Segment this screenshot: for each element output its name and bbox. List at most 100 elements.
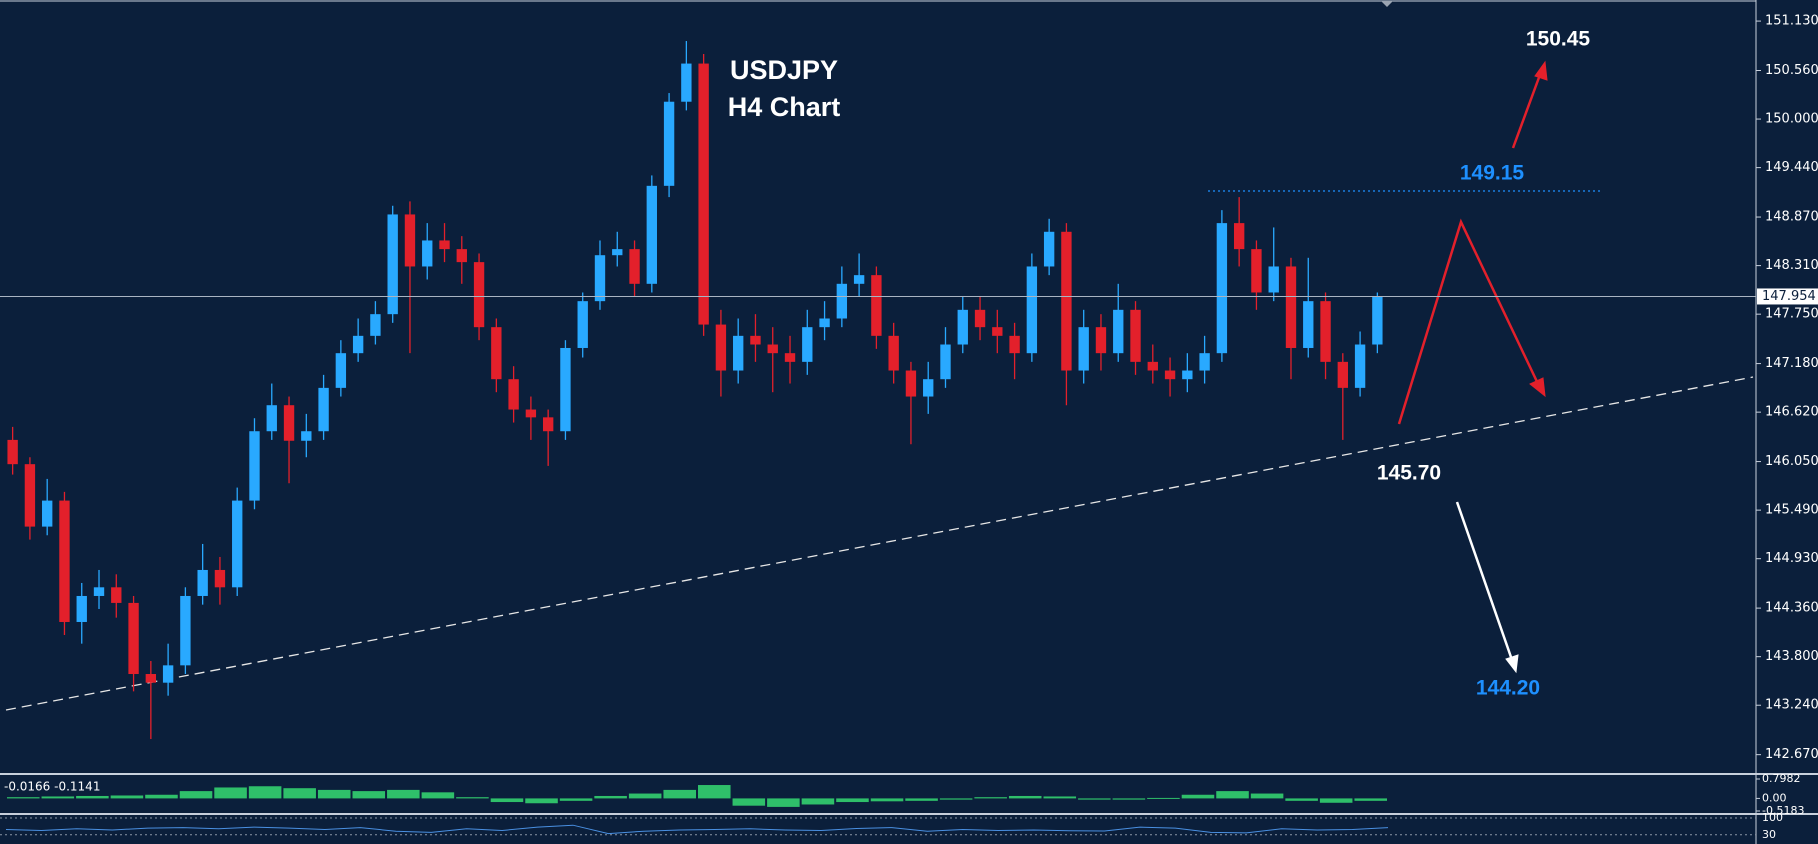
candle-body — [646, 185, 657, 284]
candle-body — [715, 324, 727, 371]
y-tick-label: 150.000 — [1765, 112, 1818, 127]
macd-bar — [732, 798, 766, 806]
arrow-down — [1455, 501, 1514, 661]
arrow-head — [1534, 60, 1548, 81]
candle-body — [1113, 309, 1124, 354]
candle-body — [491, 327, 502, 380]
candle-body — [1095, 327, 1107, 354]
annotation: 144.20 — [1476, 677, 1540, 700]
candle-body — [93, 587, 105, 596]
macd-bar — [836, 798, 869, 803]
candle-body — [940, 344, 951, 380]
macd-bar — [110, 795, 144, 799]
candle-body — [1337, 361, 1348, 388]
candle-body — [404, 214, 416, 267]
candle-body — [1009, 335, 1020, 354]
macd-bar — [1216, 791, 1249, 799]
candle-body — [923, 379, 934, 397]
candle-body — [214, 569, 226, 588]
candle-body — [473, 262, 485, 328]
candle-body — [145, 674, 157, 683]
macd-bar — [387, 789, 420, 799]
y-tick-label: 146.620 — [1765, 405, 1818, 420]
candle-body — [232, 500, 243, 588]
candle-body — [1130, 309, 1141, 362]
candle-body — [266, 405, 277, 432]
macd-bar — [1112, 798, 1146, 800]
macd-bar — [317, 789, 351, 799]
arrow-up — [1511, 71, 1543, 149]
y-tick-label: 148.310 — [1765, 258, 1818, 273]
macd-bar — [7, 797, 40, 799]
macd-bar — [974, 797, 1007, 799]
macd-bar — [905, 798, 938, 801]
y-tick-label: 146.050 — [1765, 454, 1818, 469]
candle-body — [301, 431, 312, 441]
candle-body — [802, 327, 813, 362]
candle-body — [629, 249, 640, 284]
candle-body — [888, 335, 899, 371]
chart-subtitle: H4 Chart — [728, 92, 841, 122]
candle-body — [663, 101, 675, 186]
arrow-head — [1529, 377, 1546, 398]
candle-body — [111, 587, 122, 603]
candle-body — [784, 353, 796, 362]
chart-title: USDJPY — [730, 55, 838, 85]
y-tick-label: 144.360 — [1765, 601, 1818, 616]
trend-line — [5, 376, 1754, 711]
macd-bar — [283, 788, 316, 799]
macd-bar — [939, 798, 973, 800]
candle-body — [560, 347, 571, 432]
current-price-label: 147.954 — [1762, 289, 1816, 304]
y-tick-label: 150.560 — [1765, 63, 1818, 78]
macd-bar — [214, 787, 247, 799]
macd-bar — [248, 786, 282, 799]
candle-body — [1147, 361, 1158, 371]
macd-bar — [1043, 796, 1077, 799]
candle-body — [612, 249, 623, 256]
macd-bar — [1285, 798, 1318, 801]
candle-body — [1164, 370, 1176, 380]
macd-bar — [490, 798, 524, 803]
candle-body — [197, 569, 208, 596]
candle-body — [1285, 266, 1297, 348]
candle-body — [1233, 223, 1245, 250]
macd-bar — [663, 789, 696, 799]
macd-bar — [1181, 794, 1215, 799]
macd-bar — [1354, 798, 1387, 801]
y-tick-label: 151.130 — [1765, 14, 1818, 29]
macd-bar — [456, 797, 489, 799]
candle-body — [1303, 301, 1314, 348]
annotation: 150.45 — [1526, 28, 1591, 51]
rsi-tick-label: 100 — [1762, 811, 1783, 824]
candle-body — [283, 405, 295, 441]
macd-label: -0.0166 -0.1141 — [4, 780, 100, 794]
candle-body — [1078, 327, 1089, 371]
rsi-line — [5, 824, 1389, 835]
macd-bar — [145, 794, 178, 799]
candle-body — [180, 595, 191, 666]
candle-body — [249, 431, 260, 501]
candle-body — [1268, 266, 1279, 293]
macd-tick-label: -0.5183 — [1762, 804, 1804, 817]
candle-body — [42, 500, 53, 527]
candle-body — [1026, 266, 1038, 354]
candle-body — [1320, 301, 1331, 362]
candle-body — [1354, 344, 1366, 388]
y-tick-label: 145.490 — [1765, 503, 1818, 518]
macd-bar — [1147, 797, 1180, 799]
annotation: 145.70 — [1377, 462, 1441, 485]
macd-bar — [801, 798, 835, 805]
macd-bar — [76, 795, 109, 799]
candle-body — [456, 249, 467, 263]
candle-body — [59, 500, 70, 622]
candle-body — [1199, 353, 1210, 371]
y-tick-label: 143.800 — [1765, 649, 1818, 664]
candle-body — [370, 314, 381, 336]
macd-bar — [525, 798, 558, 804]
shift-marker — [1381, 1, 1393, 7]
annotation: 149.15 — [1460, 162, 1525, 185]
macd-tick-label: 0.00 — [1762, 791, 1787, 804]
